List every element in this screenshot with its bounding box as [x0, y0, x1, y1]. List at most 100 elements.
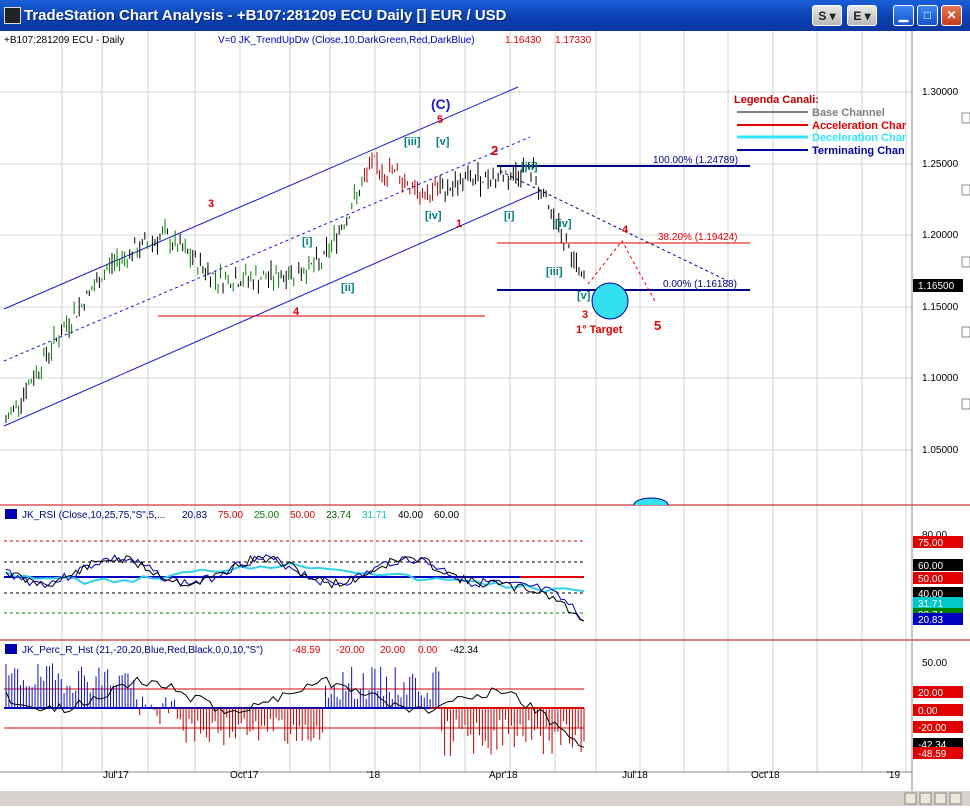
lower-channel-line	[3, 190, 541, 427]
rsi-value: 60.00	[434, 510, 459, 521]
upper-channel-line	[3, 86, 519, 310]
toolbar-btn[interactable]	[934, 792, 947, 805]
window-title-bar[interactable]: TradeStation Chart Analysis - +B107:2812…	[0, 0, 970, 31]
rsi-badge	[913, 572, 963, 584]
perc-badge	[913, 747, 963, 759]
perc-badge-text: -48.59	[918, 749, 947, 760]
perc-value: 0.00	[418, 645, 438, 656]
s-button[interactable]: S ▾	[812, 5, 842, 26]
rsi-badge	[913, 587, 963, 599]
toolbar-btn[interactable]	[949, 792, 962, 805]
wave-label: 1	[456, 218, 462, 230]
rsi-badge-text: 50.00	[918, 574, 943, 585]
rsi-label: JK_RSI (Close,10,25,75,"S",5,...	[22, 510, 165, 521]
e-button-label: E	[853, 9, 862, 23]
wave-label: [v]	[577, 290, 591, 302]
wave-label: [i]	[302, 236, 313, 248]
time-axis: Jul'17 Oct'17 '18 Apr'18 Jul'18 Oct'18 '…	[103, 770, 900, 781]
wave-label: 3	[582, 309, 588, 321]
indicator-label: V=0 JK_TrendUpDw (Close,10,DarkGreen,Red…	[218, 35, 475, 46]
wave-label-C: (C)	[431, 96, 450, 112]
rsi-badge-text: 31.71	[918, 599, 943, 610]
legend-item: Base Channel	[812, 107, 885, 119]
maximize-button[interactable]: □	[917, 5, 938, 26]
target-circle	[591, 282, 629, 320]
mid-channel-line	[3, 136, 531, 362]
indicator-value-1: 1.16430	[505, 35, 542, 46]
scroll-marker-4[interactable]	[961, 326, 970, 338]
bottom-toolbar[interactable]	[904, 792, 962, 805]
toolbar-btn[interactable]	[919, 792, 932, 805]
last-price-badge	[913, 279, 963, 292]
time-tick: '18	[367, 770, 380, 781]
rsi-line	[5, 554, 585, 622]
wave-label: [v]	[436, 136, 450, 148]
time-tick: Jul'18	[622, 770, 648, 781]
wave-label: [iv]	[555, 218, 572, 230]
price-tick: 1.15000	[922, 302, 959, 313]
rsi-badge-text: 60.00	[918, 561, 943, 572]
scroll-marker-3[interactable]	[961, 256, 970, 268]
target-label: 1° Target	[576, 324, 623, 336]
toolbar-btn[interactable]	[904, 792, 917, 805]
perc-panel-icon[interactable]	[5, 644, 17, 654]
trend-dashed-line	[499, 170, 729, 282]
rsi-badge	[913, 613, 963, 625]
perc-value: -20.00	[336, 645, 365, 656]
symbol-label: +B107:281209 ECU - Daily	[4, 35, 124, 46]
chart-area[interactable]: +B107:281209 ECU - Daily V=0 JK_TrendUpD…	[0, 31, 970, 806]
price-tick: 1.25000	[922, 159, 959, 170]
fib-labels: 100.00% (1.24789) 38.20% (1.19424) 0.00%…	[653, 155, 738, 290]
rsi-badge	[913, 597, 963, 609]
rsi-value: 23.74	[326, 510, 351, 521]
app-icon[interactable]	[4, 7, 21, 24]
perc-histogram	[5, 663, 585, 756]
perc-line	[5, 676, 585, 748]
perc-badges: 20.00 0.00 -20.00 -42.34-48.59	[913, 686, 963, 760]
price-bars	[5, 151, 585, 423]
time-tick: Oct'18	[751, 770, 780, 781]
minimize-button[interactable]: ▁	[893, 5, 914, 26]
legend-item: Terminating Chan	[812, 145, 905, 157]
time-tick: Jul'17	[103, 770, 129, 781]
perc-values: -48.59 -20.00 20.00 0.00 -42.34	[292, 645, 479, 656]
close-button[interactable]: ✕	[941, 5, 962, 26]
price-tick: 1.10000	[922, 373, 959, 384]
perc-badge-text: 0.00	[918, 706, 938, 717]
rsi-values: 20.83 75.00 25.00 50.00 23.74 31.71 40.00 60.00	[182, 510, 459, 521]
perc-badge-text: -42.34	[918, 740, 947, 751]
s-button-label: S	[818, 9, 827, 23]
rsi-value: 25.00	[254, 510, 279, 521]
perc-label: JK_Perc_R_Hst (21,-20,20,Blue,Red,Black,…	[22, 645, 263, 656]
wave-label: [iii]	[546, 266, 563, 278]
rsi-badge	[913, 559, 963, 571]
e-button[interactable]: E ▾	[847, 5, 877, 26]
wave-label: 4	[293, 306, 300, 318]
perc-value: 20.00	[380, 645, 405, 656]
perc-value: -48.59	[292, 645, 321, 656]
chart-svg[interactable]: +B107:281209 ECU - Daily V=0 JK_TrendUpD…	[0, 31, 970, 806]
fib-label-382: 38.20% (1.19424)	[658, 232, 738, 243]
perc-badge-text: -20.00	[918, 723, 947, 734]
wave-label: [iii]	[521, 161, 538, 173]
projection-path	[587, 240, 657, 304]
price-tick: 1.30000	[922, 87, 959, 98]
channel-legend: Legenda Canali: Base Channel Acceleratio…	[734, 94, 907, 157]
legend-title: Legenda Canali:	[734, 94, 819, 106]
wave-label: [i]	[504, 210, 515, 222]
rsi-badge-text: 40.00	[918, 589, 943, 600]
fib-label-100: 100.00% (1.24789)	[653, 155, 738, 166]
rsi-value: 31.71	[362, 510, 387, 521]
rsi-axis-tick: 80.00	[922, 530, 947, 541]
rsi-panel-icon[interactable]	[5, 509, 17, 519]
price-axis: 1.30000 1.25000 1.20000 1.15000 1.10000 …	[922, 87, 959, 456]
time-tick: Apr'18	[489, 770, 518, 781]
wave-label: 3	[208, 198, 214, 210]
scroll-marker-2[interactable]	[961, 184, 970, 196]
price-tick: 1.05000	[922, 445, 959, 456]
rsi-value: 50.00	[290, 510, 315, 521]
rsi-value: 75.00	[218, 510, 243, 521]
scroll-marker-5[interactable]	[961, 398, 970, 410]
scroll-marker-1[interactable]	[961, 112, 970, 124]
